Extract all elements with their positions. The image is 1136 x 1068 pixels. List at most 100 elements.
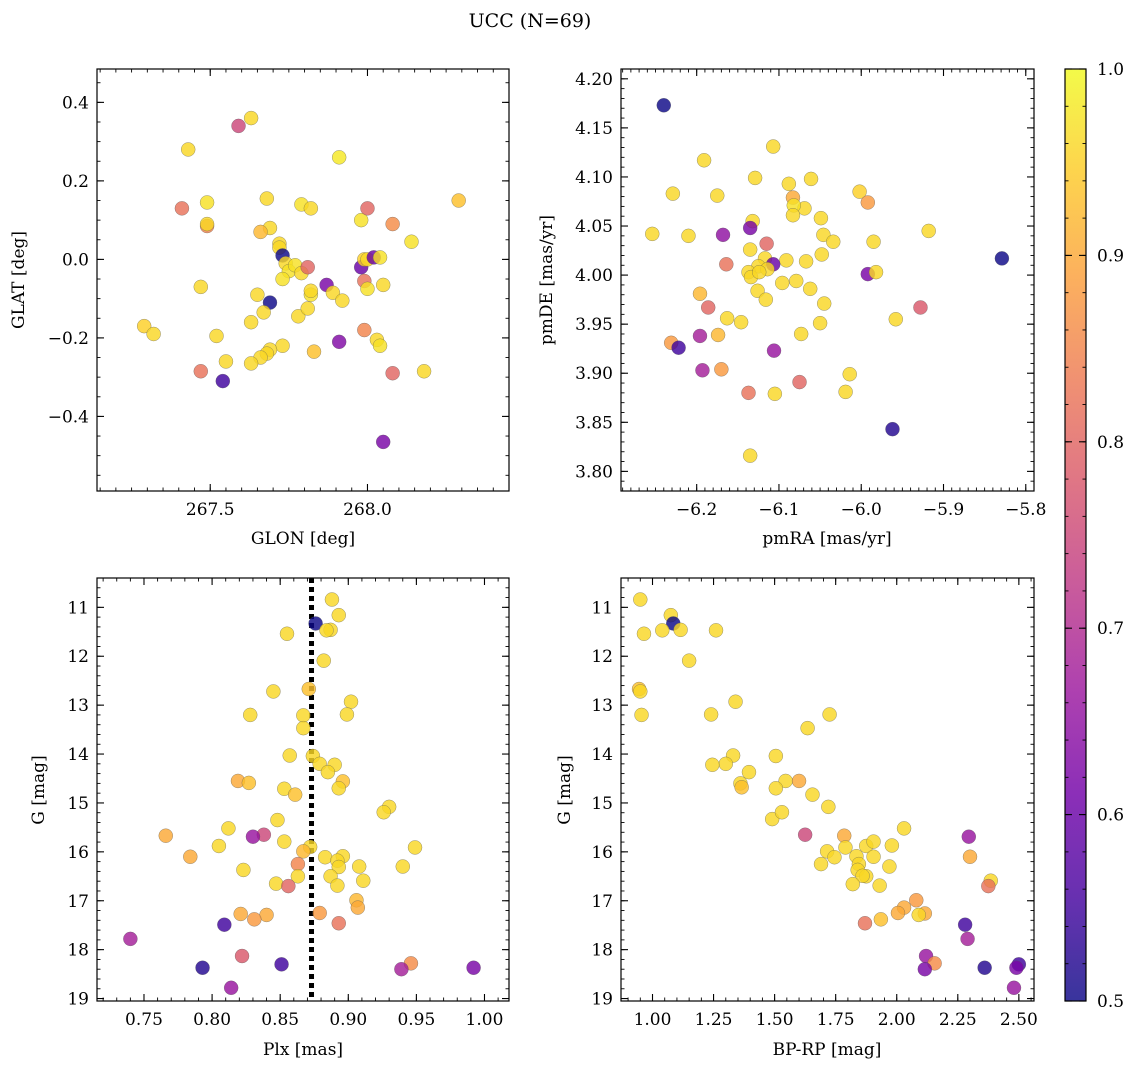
data-point — [802, 281, 818, 297]
data-point — [301, 681, 317, 697]
data-point — [860, 195, 876, 210]
data-point — [866, 834, 881, 849]
y-tick-label: 12 — [591, 647, 613, 667]
data-point — [700, 300, 716, 315]
data-point — [350, 900, 366, 915]
data-point — [281, 878, 296, 894]
data-point — [243, 110, 259, 126]
data-point — [708, 623, 724, 638]
y-tick-label: 11 — [67, 598, 89, 618]
data-point — [634, 707, 649, 723]
y-tick-label: 4.10 — [575, 168, 613, 188]
data-point — [857, 916, 873, 931]
y-tick-label: 4.20 — [575, 70, 613, 90]
data-point — [331, 150, 347, 165]
y-tick-label: 13 — [67, 696, 89, 716]
data-point — [814, 247, 829, 262]
data-point — [681, 653, 697, 668]
data-point — [962, 849, 978, 864]
data-point — [247, 912, 262, 927]
data-point — [890, 905, 906, 921]
y-tick-label: 13 — [591, 696, 613, 716]
data-point — [372, 250, 388, 265]
y-tick-label: 0.2 — [62, 172, 89, 192]
y-tick-label: 14 — [591, 745, 613, 765]
data-point — [277, 834, 292, 849]
x-tick-label: −5.8 — [1005, 500, 1046, 520]
colorbar-tick-label: 0.9 — [1097, 246, 1124, 266]
data-point — [233, 906, 248, 922]
data-point — [146, 326, 161, 342]
data-point — [710, 327, 726, 343]
colorbar-tick-label: 0.8 — [1097, 433, 1124, 453]
x-tick-label: 2.00 — [878, 1010, 916, 1030]
data-point — [320, 764, 336, 780]
data-point — [645, 226, 660, 242]
data-point — [296, 844, 311, 859]
pmra-pmde-points — [645, 98, 1010, 463]
data-point — [868, 264, 884, 280]
x-tick-label: −6.1 — [758, 500, 799, 520]
data-point — [180, 142, 196, 157]
colorbar-tick-label: 0.5 — [1097, 992, 1124, 1012]
data-point — [718, 756, 734, 772]
data-point — [742, 448, 758, 463]
data-point — [852, 184, 867, 199]
y-tick-label: 12 — [67, 647, 89, 667]
data-point — [719, 257, 734, 272]
data-point — [339, 707, 355, 722]
y-tick-label: 4.00 — [575, 266, 613, 286]
data-point — [734, 780, 749, 795]
data-point — [303, 283, 319, 299]
data-point — [681, 228, 696, 244]
data-point — [266, 684, 281, 699]
data-point — [805, 787, 820, 802]
y-tick-label: 14 — [67, 745, 89, 765]
data-point — [816, 296, 832, 311]
y-tick-label: 18 — [591, 941, 613, 961]
data-point — [136, 318, 152, 334]
data-point — [1009, 960, 1024, 975]
data-point — [223, 980, 239, 996]
y-tick-label: 17 — [67, 892, 89, 912]
data-point — [193, 279, 209, 295]
data-point — [765, 139, 781, 154]
data-point — [896, 821, 912, 836]
data-point — [873, 912, 889, 927]
data-point — [751, 264, 767, 280]
x-tick-label: 2.25 — [939, 1010, 977, 1030]
colorbar-tick-label: 1.0 — [1097, 60, 1124, 80]
data-point — [123, 931, 138, 947]
data-point — [785, 207, 801, 223]
data-point — [882, 859, 897, 874]
data-point — [821, 799, 836, 815]
y-tick-label: 4.05 — [575, 217, 613, 237]
data-point — [183, 849, 198, 864]
data-point — [909, 893, 924, 908]
data-point — [747, 170, 763, 186]
data-point — [768, 748, 784, 764]
data-point — [797, 827, 813, 842]
data-point — [209, 328, 224, 344]
glon-glat-panel: GLON [deg] GLAT [deg] 267.5 268.0 −0.4 −0.2… — [9, 68, 510, 549]
data-point — [767, 386, 783, 402]
data-point — [193, 364, 209, 379]
y-tick-label: 18 — [67, 941, 89, 961]
data-point — [275, 271, 290, 287]
axes-frame — [96, 577, 510, 1002]
y-tick-label: 4.15 — [575, 119, 613, 139]
data-point — [215, 373, 231, 389]
colorbar: 0.5 0.6 0.7 0.8 0.9 1.0 — [1064, 60, 1124, 1012]
y-tick-label: 16 — [67, 843, 89, 863]
x-tick-label: 2.50 — [1000, 1010, 1038, 1030]
data-point — [671, 340, 686, 355]
pmra-pmde-xlabel: pmRA [mas/yr] — [762, 529, 891, 549]
x-tick-label: 0.80 — [193, 1010, 231, 1030]
data-point — [259, 191, 275, 206]
data-point — [826, 234, 841, 249]
data-point — [290, 869, 306, 884]
data-point — [356, 873, 371, 888]
data-point — [296, 720, 311, 736]
bprp-g-points — [631, 592, 1027, 996]
data-point — [174, 201, 190, 216]
